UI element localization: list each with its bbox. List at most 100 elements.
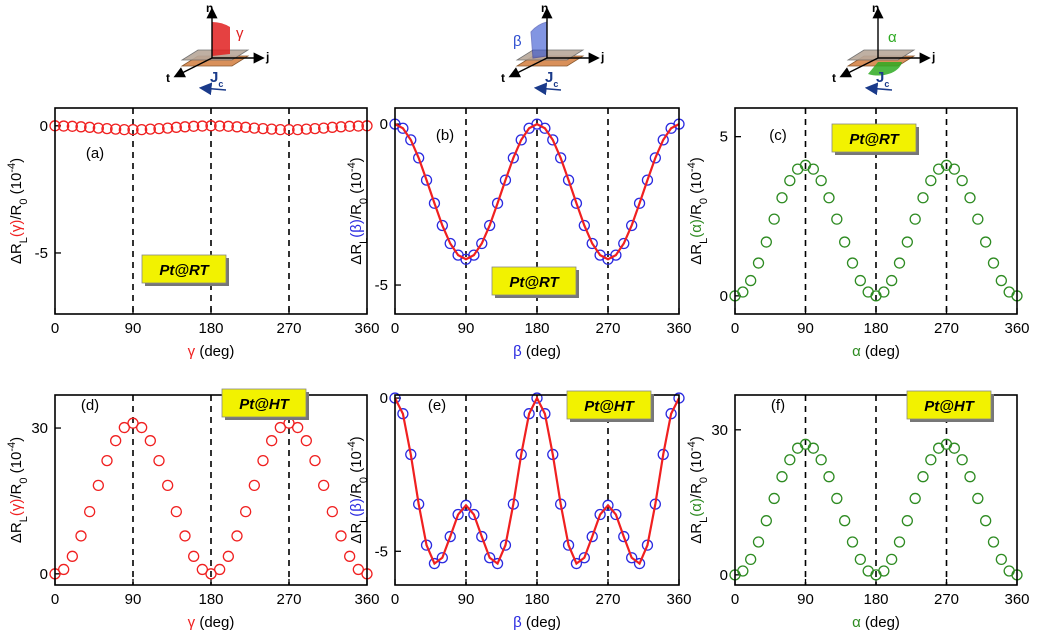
data-point <box>75 121 87 133</box>
data-point <box>352 563 364 576</box>
data-point <box>586 530 598 543</box>
data-point <box>831 213 843 225</box>
data-point <box>436 552 448 564</box>
data-point <box>570 197 583 209</box>
data-point <box>484 552 496 564</box>
data-point <box>633 197 646 209</box>
x-tick-label: 0 <box>391 591 399 608</box>
plot-frame <box>54 394 368 586</box>
y-label-part: /R <box>348 483 365 498</box>
panel-label: (f) <box>771 397 785 414</box>
y-tick-label: -5 <box>375 543 388 560</box>
data-point <box>768 213 780 225</box>
data-point <box>594 508 606 521</box>
data-point <box>586 237 598 250</box>
y-label-part: 0 <box>698 477 710 483</box>
data-point <box>760 236 772 248</box>
y-axis-label: ΔRL(α)/R0 (10-4) <box>686 436 710 543</box>
x-tick-label: 270 <box>595 320 620 337</box>
data-point <box>886 274 898 287</box>
panel-label: (c) <box>769 127 787 144</box>
x-tick-label: 90 <box>125 591 142 608</box>
y-label-part: 0 <box>358 198 370 204</box>
data-point <box>326 121 338 133</box>
x-tick-label: 0 <box>731 591 739 608</box>
y-label-part: -4 <box>346 441 358 451</box>
plot-frame <box>734 394 1018 586</box>
data-point <box>925 454 937 466</box>
y-label-part: (γ) <box>8 220 25 238</box>
data-point <box>657 134 669 146</box>
data-point <box>909 213 921 225</box>
angle-wedge <box>212 21 230 57</box>
data-point <box>878 286 890 298</box>
data-point <box>222 120 234 132</box>
y-tick-label: 0 <box>40 118 48 135</box>
data-point <box>468 249 480 261</box>
data-point <box>618 237 630 250</box>
inset: n j t α Jc <box>832 1 935 96</box>
data-point <box>110 123 122 135</box>
data-point <box>948 163 960 175</box>
data-point <box>776 192 788 204</box>
y-tick-label: 0 <box>40 566 48 583</box>
y-label-part: L <box>698 517 710 523</box>
data-point <box>66 120 78 132</box>
data-point <box>737 286 749 298</box>
plot-frame <box>394 394 680 586</box>
data-point <box>846 257 859 269</box>
current-part: J <box>545 69 553 86</box>
data-point <box>1003 565 1015 577</box>
data-point <box>352 120 364 132</box>
data-point <box>300 123 312 135</box>
y-label-part: ) <box>688 436 705 441</box>
data-point <box>1003 286 1015 298</box>
axis-name: n <box>872 1 879 15</box>
data-point <box>196 563 208 576</box>
x-label-part: (deg) <box>522 343 561 360</box>
x-tick-label: 360 <box>354 320 379 337</box>
data-point <box>248 479 260 492</box>
current-label: Jc <box>876 69 889 89</box>
panel-label: (e) <box>428 397 446 414</box>
data-point <box>309 122 321 135</box>
data-point <box>956 174 968 187</box>
data-point <box>964 471 976 483</box>
y-label-part: -4 <box>6 163 18 173</box>
inset: n j t γ Jc <box>166 1 269 96</box>
data-point <box>578 552 590 564</box>
x-tick-label: 90 <box>458 320 475 337</box>
angle-wedge <box>868 62 902 76</box>
x-tick-label: 360 <box>1004 591 1029 608</box>
y-tick-label: 0 <box>380 116 388 133</box>
data-point <box>136 421 148 434</box>
data-point <box>257 454 269 467</box>
x-tick-label: 270 <box>276 591 301 608</box>
data-point <box>917 471 929 483</box>
data-point <box>318 479 330 492</box>
x-tick-label: 0 <box>391 320 399 337</box>
y-label-part: (10 <box>688 451 705 477</box>
inset: n j t β Jc <box>501 1 604 96</box>
x-tick-label: 360 <box>666 320 691 337</box>
data-point <box>92 122 104 134</box>
axis-name: j <box>931 50 935 64</box>
x-tick-label: 270 <box>934 591 959 608</box>
angle-label: β <box>513 33 522 50</box>
y-label-part: (β) <box>348 219 365 238</box>
data-point <box>153 454 165 467</box>
data-point <box>768 492 780 505</box>
x-axis-label: β (deg) <box>513 343 561 360</box>
data-point <box>444 237 456 250</box>
data-point <box>878 565 890 577</box>
x-tick-label: 180 <box>524 591 549 608</box>
y-axis-label: ΔRL(γ)/R0 (10-4) <box>6 158 30 264</box>
data-point <box>92 479 104 492</box>
y-axis-label: ΔRL(α)/R0 (10-4) <box>686 157 710 264</box>
data-point <box>266 435 278 447</box>
data-point <box>283 123 295 136</box>
x-label-part: α <box>852 614 861 631</box>
data-point <box>610 249 622 261</box>
data-point <box>987 536 1000 548</box>
annotation: Pt@RT <box>509 274 560 291</box>
